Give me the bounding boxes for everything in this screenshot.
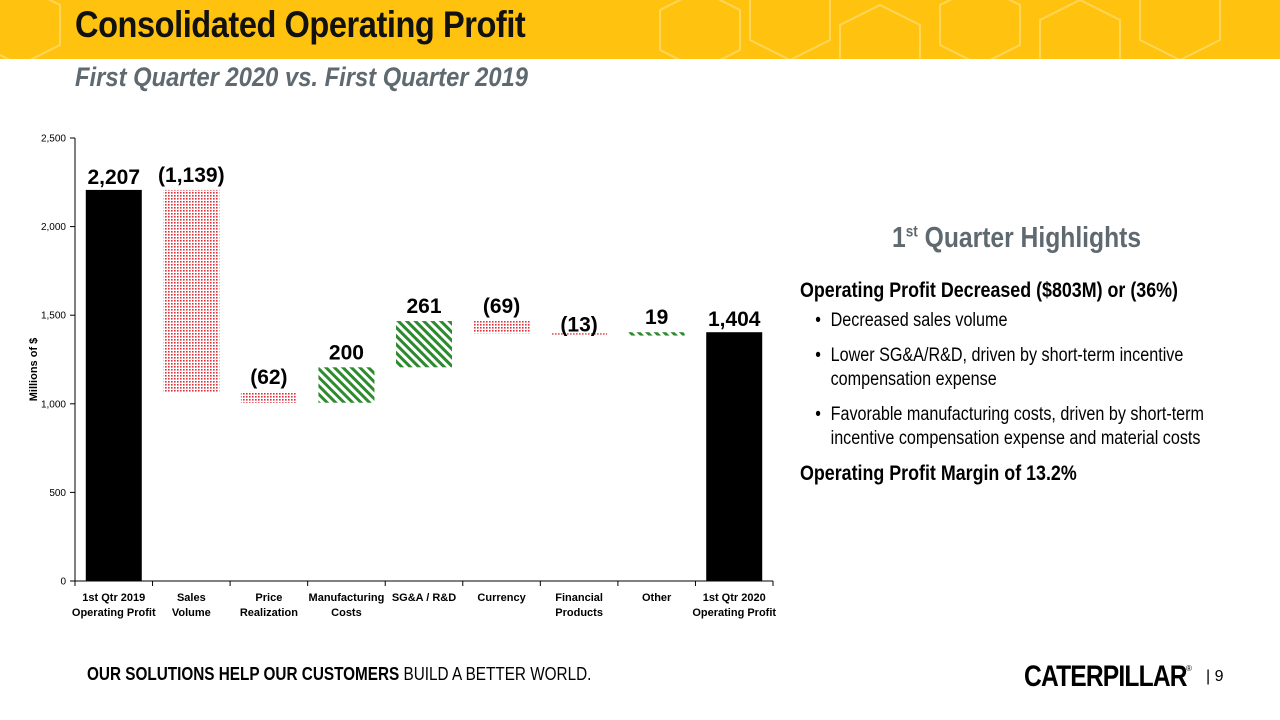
y-tick-label: 1,000 bbox=[41, 399, 66, 410]
x-tick-label: Sales bbox=[177, 592, 206, 604]
y-tick-label: 2,000 bbox=[41, 222, 66, 233]
increase-bar bbox=[318, 367, 375, 403]
total-bar bbox=[85, 189, 142, 581]
highlight-text: Decreased sales volume bbox=[830, 310, 1008, 331]
highlights-panel: 1st Quarter Highlights Operating Profit … bbox=[800, 222, 1270, 486]
data-label: 2,207 bbox=[87, 166, 140, 189]
heading-ordinal: st bbox=[905, 223, 918, 241]
y-tick-label: 0 bbox=[60, 577, 66, 588]
highlight-bullets: • Decreased sales volume • Lower SG&A/R&D,… bbox=[800, 309, 1270, 451]
tagline-rest: BUILD A BETTER WORLD. bbox=[399, 664, 592, 684]
increase-bar bbox=[628, 332, 685, 336]
highlight-margin: Operating Profit Margin of 13.2% bbox=[800, 462, 1077, 485]
decrease-bar bbox=[163, 189, 220, 392]
page-number: | 9 bbox=[1206, 668, 1224, 685]
highlight-item: • Decreased sales volume bbox=[800, 309, 1247, 333]
y-tick-label: 2,500 bbox=[41, 134, 66, 145]
page-title: Consolidated Operating Profit bbox=[75, 4, 526, 45]
x-tick-label: Costs bbox=[331, 607, 362, 619]
waterfall-chart: 0 500 1,000 1,500 2,000 2,500 Millions of $ 2,… bbox=[28, 134, 777, 620]
heading-number: 1 bbox=[892, 222, 906, 254]
data-label: (69) bbox=[483, 295, 520, 318]
x-tick-label: Financial bbox=[555, 592, 603, 604]
chart-labels: 2,207 1st Qtr 2019 Operating Profit (1,139)… bbox=[72, 164, 777, 619]
highlight-main-point: Operating Profit Decreased ($803M) or (3… bbox=[800, 279, 1178, 302]
x-tick-label: Realization bbox=[240, 607, 298, 619]
x-tick-label: Volume bbox=[172, 607, 211, 619]
data-label: (1,139) bbox=[158, 164, 225, 187]
x-tick-label: Manufacturing bbox=[309, 592, 385, 604]
y-tick-label: 500 bbox=[49, 488, 66, 499]
footer-tagline: OUR SOLUTIONS HELP OUR CUSTOMERS BUILD A… bbox=[87, 664, 591, 685]
data-label: (62) bbox=[250, 366, 287, 389]
x-tick-label: 1st Qtr 2019 bbox=[82, 592, 145, 604]
chart-bars bbox=[85, 189, 763, 581]
x-tick-label: 1st Qtr 2020 bbox=[703, 592, 766, 604]
highlight-text: Lower SG&A/R&D, driven by short-term inc… bbox=[830, 345, 1184, 390]
highlight-text: Favorable manufacturing costs, driven by… bbox=[830, 404, 1205, 449]
heading-text: Quarter Highlights bbox=[917, 222, 1142, 254]
total-bar bbox=[706, 332, 763, 581]
tagline-bold: OUR SOLUTIONS HELP OUR CUSTOMERS bbox=[87, 664, 400, 684]
data-label: 200 bbox=[329, 341, 364, 364]
caterpillar-logo: CATERPILLAR ® bbox=[1024, 660, 1222, 694]
y-tick-label: 1,500 bbox=[41, 311, 66, 322]
x-tick-label: Operating Profit bbox=[72, 607, 156, 619]
registered-mark: ® bbox=[1186, 664, 1192, 673]
bullet-icon: • bbox=[815, 404, 821, 425]
decrease-bar bbox=[473, 321, 530, 334]
x-tick-label: Price bbox=[255, 592, 282, 604]
page-subtitle: First Quarter 2020 vs. First Quarter 201… bbox=[75, 62, 528, 92]
x-tick-label: SG&A / R&D bbox=[392, 592, 456, 604]
data-label: 19 bbox=[645, 306, 668, 329]
hexagon-pattern bbox=[0, 0, 1221, 59]
data-label: 1,404 bbox=[708, 308, 761, 331]
logo-wordmark: CATERPILLAR bbox=[1024, 660, 1188, 693]
chart-axes: 0 500 1,000 1,500 2,000 2,500 Millions of $ bbox=[28, 134, 774, 588]
x-tick-label: Other bbox=[642, 592, 672, 604]
x-tick-label: Currency bbox=[477, 592, 526, 604]
x-tick-label: Products bbox=[555, 607, 603, 619]
data-label: 261 bbox=[406, 295, 441, 318]
decrease-bar bbox=[240, 391, 297, 403]
increase-bar bbox=[396, 321, 452, 368]
highlight-item: • Lower SG&A/R&D, driven by short-term in… bbox=[800, 344, 1247, 392]
highlight-item: • Favorable manufacturing costs, driven b… bbox=[800, 403, 1247, 451]
header-banner bbox=[0, 0, 1280, 59]
bullet-icon: • bbox=[815, 310, 821, 331]
data-label: (13) bbox=[560, 313, 597, 336]
bullet-icon: • bbox=[815, 345, 821, 366]
decrease-bar bbox=[551, 333, 608, 336]
x-tick-label: Operating Profit bbox=[692, 607, 776, 619]
y-axis-title: Millions of $ bbox=[28, 338, 40, 402]
highlights-heading: 1st Quarter Highlights bbox=[892, 222, 1213, 255]
